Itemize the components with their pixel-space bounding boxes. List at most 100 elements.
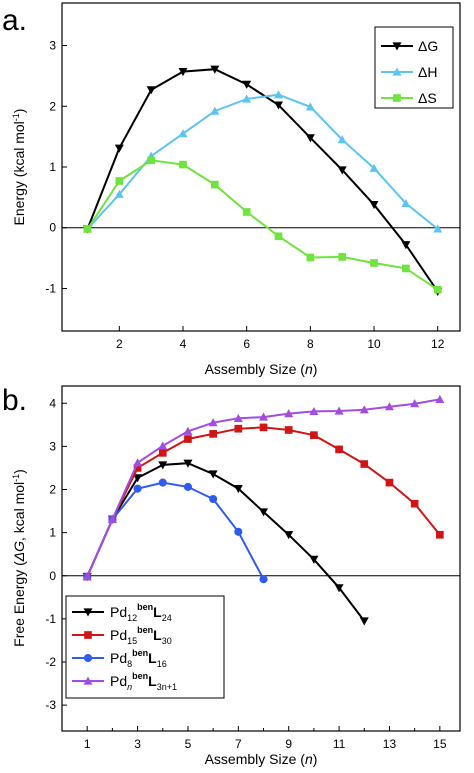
- panel-a-data-point: [401, 241, 411, 250]
- panel-a-data-point: [146, 86, 156, 95]
- panel-b-y-tick-label: -2: [45, 655, 56, 669]
- panel-b-x-tick-label: 13: [383, 737, 397, 751]
- legend-label: Pd8benL16: [110, 648, 167, 669]
- panel-a-data-point: [178, 129, 188, 138]
- panel-b-data-point: [310, 431, 318, 439]
- panel-b-data-point: [82, 572, 92, 581]
- panel-a-data-point: [433, 224, 443, 233]
- panel-b-data-point: [284, 531, 294, 540]
- panel-b-data-point: [309, 406, 319, 416]
- panel-a-series-line: [86, 93, 439, 230]
- panel-a-y-tick-label: 0: [49, 221, 56, 235]
- panel-a-data-point: [337, 166, 347, 175]
- panel-b-data-point: [284, 409, 294, 418]
- panel-a-y-tick-label: 2: [49, 99, 56, 113]
- legend-marker: [83, 608, 93, 617]
- legend-marker: [393, 94, 401, 102]
- panel-a-data-point: [115, 177, 124, 185]
- panel-b-data-point: [158, 449, 167, 457]
- panel-a-data-point: [305, 102, 315, 111]
- panel-b-data-point: [335, 445, 343, 454]
- panel-a-series-line: [86, 159, 439, 291]
- panel-b-data-point: [233, 485, 243, 494]
- panel-b-data-point: [158, 441, 168, 450]
- panel-b-data-point: [158, 478, 167, 487]
- legend-label: ΔS: [418, 90, 437, 106]
- panel-b-data-point: [359, 405, 369, 414]
- panel-a-data-point: [337, 135, 347, 144]
- legend-label: ΔH: [418, 64, 437, 80]
- panel-b-y-axis-title: Free Energy (ΔG, kcal mol-1): [11, 469, 27, 647]
- panel-a-x-axis-title: Assembly Size (n): [205, 361, 318, 377]
- panel-b-y-tick-label: -3: [45, 698, 56, 712]
- legend-entry: ΔG: [381, 38, 438, 54]
- panel-b-data-point: [208, 418, 218, 427]
- panel-b-series-2: [83, 478, 268, 584]
- panel-b-series-line: [86, 426, 441, 578]
- panel-a-data-point: [369, 201, 379, 210]
- panel-a-series-0: [82, 65, 443, 297]
- legend-entry: Pd12benL24: [72, 602, 172, 623]
- panel-b-data-point: [334, 584, 344, 593]
- panel-b-x-axis-title: Assembly Size (n): [205, 751, 318, 767]
- panel-a-series-2: [83, 156, 442, 294]
- panel-b-data-point: [209, 430, 217, 438]
- panel-b-data-point: [384, 402, 394, 411]
- panel-b-series-line: [86, 462, 366, 622]
- panel-a-x-tick-label: 10: [367, 337, 381, 351]
- panel-b-data-point: [284, 426, 293, 434]
- legend-marker: [392, 67, 402, 76]
- panel-b-series-line: [86, 481, 265, 580]
- panel-b-data-point: [410, 399, 420, 408]
- panel-a-data-point: [338, 253, 347, 261]
- panel-b-y-tick-label: -1: [45, 612, 56, 626]
- panel-b-data-point: [410, 499, 419, 508]
- panel-b-data-point: [233, 413, 243, 422]
- panel-a-legend-box: [374, 26, 454, 109]
- legend-label: PdnbenL3n+1: [110, 671, 177, 692]
- panel-a-series-1: [82, 90, 443, 233]
- legend-entry: Pd15benL30: [72, 625, 172, 646]
- panel-b-series-3: [82, 394, 445, 581]
- panel-a-x-tick-label: 2: [116, 337, 123, 351]
- panel-b-data-point: [183, 426, 193, 435]
- panel-a-data-point: [274, 101, 284, 110]
- panel-a-legend-entries: ΔG ΔH ΔS: [381, 38, 438, 106]
- legend-marker: [84, 631, 92, 639]
- panel-a-y-tick-label: -1: [45, 281, 56, 295]
- panel-b-x-tick-label: 3: [134, 737, 141, 751]
- panel-b-x-tick-label: 9: [285, 737, 292, 751]
- panel-b-data-point: [133, 458, 143, 467]
- panel-a-data-point: [178, 68, 188, 77]
- legend-label: Pd15benL30: [110, 625, 172, 646]
- panel-a-data-point: [179, 160, 187, 169]
- panel-b-letter: b.: [2, 384, 27, 417]
- panel-b-data-point: [209, 494, 218, 504]
- panel-b-data-point: [208, 470, 218, 479]
- panel-a-data-point: [369, 163, 379, 172]
- panel-a-data-point: [401, 198, 411, 208]
- panel-a-data-point: [114, 144, 124, 153]
- panel-b-x-tick-label: 1: [84, 737, 91, 751]
- legend-marker: [83, 676, 93, 685]
- legend-entry: ΔS: [381, 90, 437, 106]
- panel-b-series-1: [83, 423, 444, 581]
- panel-b-y-tick-label: 0: [49, 569, 56, 583]
- panel-b-data-point: [133, 484, 142, 493]
- legend-entry: Pd8benL16: [72, 648, 167, 669]
- panel-a-y-tick-label: 1: [49, 160, 56, 174]
- panel-b-data-point: [183, 459, 193, 468]
- legend-entry: PdnbenL3n+1: [72, 671, 177, 692]
- panel-b-y-tick-label: 3: [49, 439, 56, 453]
- panel-a-data-point: [402, 264, 410, 273]
- panel-a-x-tick-label: 6: [243, 337, 250, 351]
- panel-a-data-point: [242, 80, 252, 89]
- panel-a-data-point: [210, 106, 220, 115]
- panel-b-data-point: [435, 394, 445, 403]
